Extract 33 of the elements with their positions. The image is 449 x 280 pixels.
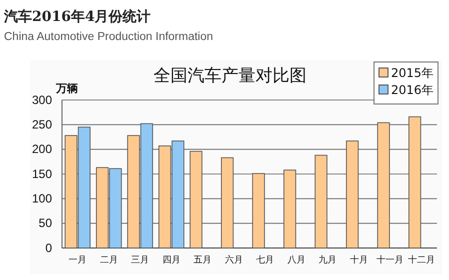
- y-tick-label: 300: [32, 92, 52, 107]
- x-tick-label: 六月: [224, 254, 243, 264]
- y-tick-label: 250: [32, 118, 52, 132]
- y-axis-title: 万辆: [55, 82, 78, 95]
- y-tick-label: 0: [45, 240, 52, 255]
- x-tick-label: 十二月: [408, 254, 435, 264]
- x-tick-label: 一月: [68, 254, 87, 264]
- bar: [283, 170, 296, 248]
- y-tick-label: 50: [38, 216, 52, 230]
- chart-subtitle: China Automotive Production Information: [4, 31, 214, 43]
- bar: [190, 150, 202, 248]
- x-tick-label: 二月: [100, 254, 118, 264]
- y-tick-label: 200: [32, 142, 52, 156]
- bar: [220, 157, 234, 248]
- bar: [408, 116, 422, 248]
- text: 全国汽车产量对比图: [154, 66, 306, 86]
- bar: [314, 154, 328, 248]
- x-tick-label: 十一月: [376, 254, 404, 264]
- x-tick-label: 三月: [131, 254, 150, 264]
- x-tick-label: 九月: [318, 254, 337, 264]
- bar: [377, 122, 390, 248]
- x-tick-label: 五月: [194, 254, 212, 264]
- bar: [346, 140, 359, 248]
- bar: [252, 173, 265, 248]
- legend-label: 2015年: [391, 66, 434, 80]
- x-tick-label: 八月: [287, 254, 306, 264]
- x-tick-label: 七月: [256, 254, 274, 264]
- y-tick-label: 150: [32, 166, 52, 181]
- x-tick-label: 四月: [162, 254, 180, 264]
- legend-label: 2016年: [391, 83, 434, 97]
- x-tick-label: 十月: [350, 254, 368, 264]
- chart-title: 汽车2016年4月份统计: [3, 8, 151, 25]
- y-tick-label: 100: [32, 192, 52, 206]
